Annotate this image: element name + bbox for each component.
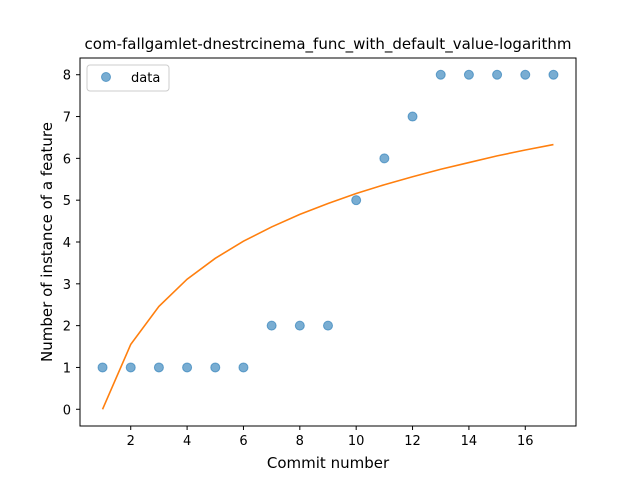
data-point [548,69,559,80]
data-point [520,69,531,80]
data-point [153,362,164,373]
data-point [379,153,390,164]
legend-marker-data [101,72,111,82]
x-axis-label: Commit number [267,454,390,472]
y-axis: 0 1 2 3 4 5 6 7 8 [63,69,80,418]
y-tick-label: 2 [63,320,71,335]
fit-line [101,143,554,410]
data-point [97,362,108,373]
y-tick-label: 5 [63,194,71,209]
x-tick-label: 16 [517,434,534,449]
y-tick-label: 0 [63,403,71,418]
data-point [210,362,221,373]
fit-line-layer [101,143,554,410]
x-tick-label: 4 [183,434,191,449]
x-axis: 2 4 6 8 10 12 14 16 [127,426,534,449]
y-tick-label: 1 [63,361,71,376]
chart-title: com-fallgamlet-dnestrcinema_func_with_de… [85,35,572,54]
data-point [351,195,362,206]
y-axis-label: Number of instance of a feature [38,122,56,362]
legend-box [86,64,170,92]
data-point [323,320,333,331]
legend: data [86,64,170,92]
x-tick-label: 8 [296,434,304,449]
data-point [182,362,193,373]
data-point [407,111,418,122]
x-tick-label: 10 [348,434,365,449]
data-point [238,362,249,373]
y-tick-label: 3 [63,278,71,293]
data-points-layer [97,69,559,373]
x-tick-label: 6 [239,434,247,449]
x-tick-label: 2 [127,434,135,449]
y-tick-label: 8 [63,69,71,84]
data-point [125,362,136,373]
y-tick-label: 4 [63,236,71,251]
data-point [463,69,474,80]
x-tick-label: 14 [461,434,478,449]
data-point [435,69,446,80]
data-point [492,69,503,80]
legend-label-data: data [131,71,160,86]
x-tick-label: 12 [404,434,421,449]
data-point [294,320,305,331]
y-tick-label: 7 [63,111,71,126]
y-tick-label: 6 [63,152,71,167]
data-point [266,320,277,331]
